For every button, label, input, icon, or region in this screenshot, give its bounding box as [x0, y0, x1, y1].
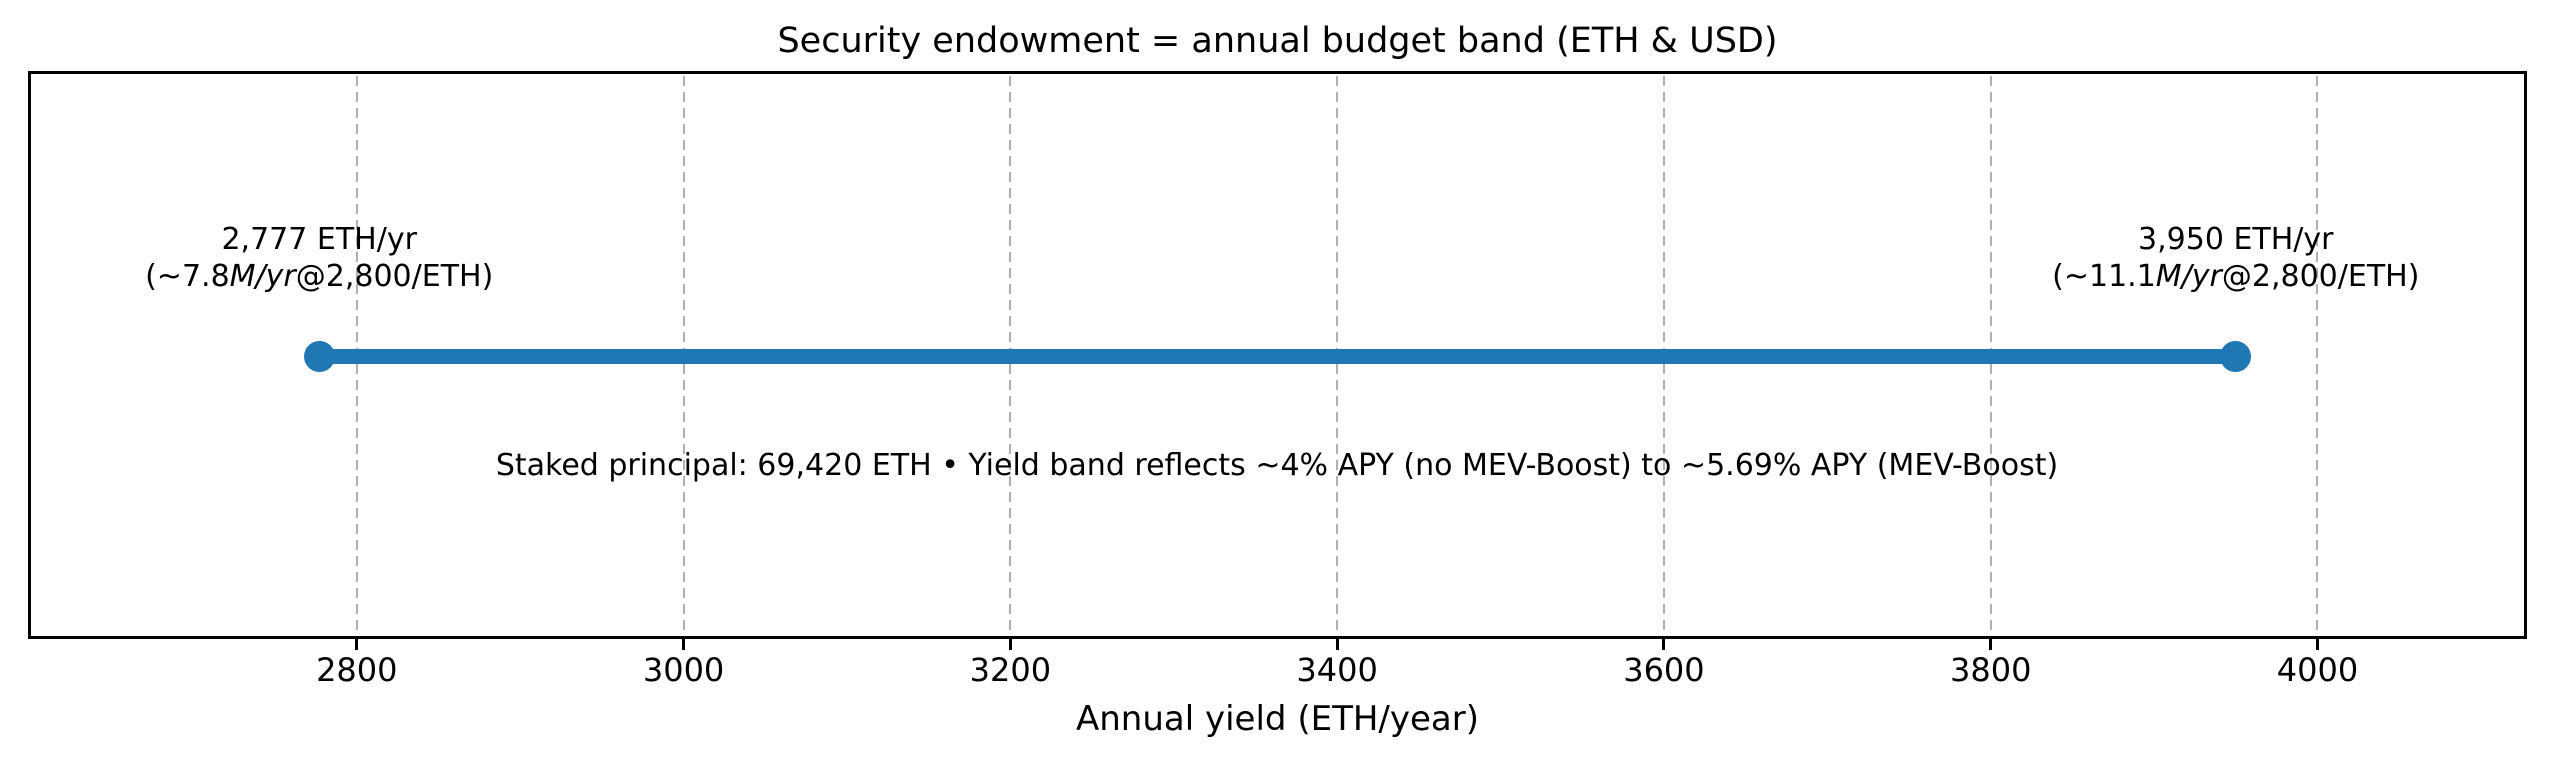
x-tick-label-2800: 2800 — [316, 651, 398, 689]
band-start-label-line2: (~7.8M/yr@2,800/ETH) — [145, 258, 493, 295]
label-segment: M/yr — [229, 259, 296, 294]
band-end-label-line1: 3,950 ETH/yr — [2138, 222, 2334, 257]
x-axis-label: Annual yield (ETH/year) — [1076, 699, 1479, 739]
x-tick-2800 — [355, 639, 359, 650]
x-tick-3400 — [1335, 639, 1339, 650]
x-tick-3000 — [682, 639, 686, 650]
center-annotation: Staked principal: 69,420 ETH • Yield ban… — [495, 448, 2059, 483]
label-segment: @2,800/ETH) — [2221, 259, 2420, 294]
band-start-label: 2,777 ETH/yr (~7.8M/yr@2,800/ETH) — [145, 221, 493, 295]
gridline-x-4000 — [2316, 76, 2319, 633]
x-tick-label-3000: 3000 — [642, 651, 725, 689]
band-end-label: 3,950 ETH/yr (~11.1M/yr@2,800/ETH) — [2052, 221, 2419, 295]
plot-border — [28, 71, 2527, 639]
x-tick-3800 — [1989, 639, 1993, 650]
x-tick-3200 — [1008, 639, 1012, 650]
label-segment: (~7.8 — [145, 259, 230, 294]
band-end-marker — [2220, 341, 2252, 372]
x-tick-label-3600: 3600 — [1623, 651, 1705, 689]
label-segment: (~11.1 — [2052, 259, 2156, 294]
band-start-marker — [303, 341, 335, 372]
label-segment: @2,800/ETH) — [295, 259, 494, 294]
x-tick-label-3400: 3400 — [1296, 651, 1378, 689]
x-tick-4000 — [2315, 639, 2319, 650]
band-end-label-line2: (~11.1M/yr@2,800/ETH) — [2052, 258, 2419, 295]
band-start-label-line1: 2,777 ETH/yr — [221, 222, 417, 257]
chart-title: Security endowment = annual budget band … — [777, 21, 1778, 61]
x-tick-3600 — [1662, 639, 1666, 650]
label-segment: M/yr — [2155, 259, 2222, 294]
x-tick-label-3200: 3200 — [969, 651, 1052, 689]
x-tick-label-4000: 4000 — [2276, 651, 2359, 689]
band-line — [319, 349, 2236, 364]
x-tick-label-3800: 3800 — [1949, 651, 2032, 689]
